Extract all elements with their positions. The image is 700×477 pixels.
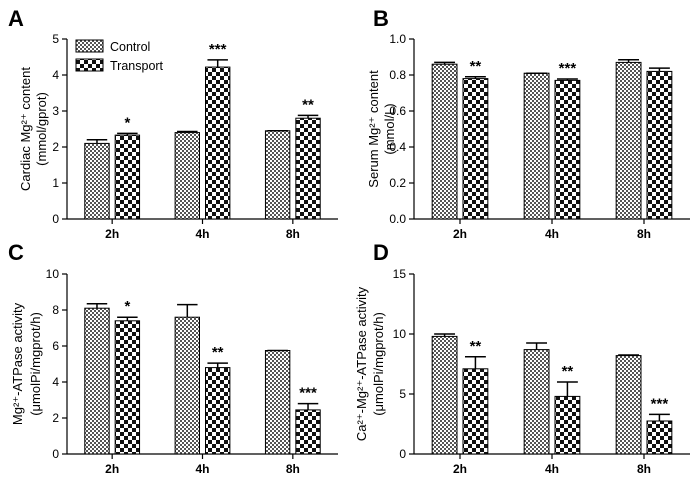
y-axis-unit-label: (μmolPi/mgprot/h) bbox=[371, 312, 386, 416]
x-tick-label: 2h bbox=[453, 462, 467, 476]
bar-control-2h bbox=[84, 142, 110, 220]
bar-transport-4h bbox=[554, 79, 581, 220]
x-tick-label: 8h bbox=[637, 227, 651, 241]
y-tick-label: 6 bbox=[52, 339, 59, 353]
significance-marker: ** bbox=[470, 58, 482, 75]
panel-a: A 0 1 2 3 4 5 Cardiac Mg²⁺ content (mmol/gprot) 2… bbox=[8, 6, 338, 241]
y-axis-label: Cardiac Mg²⁺ content bbox=[18, 67, 33, 191]
significance-marker: *** bbox=[209, 41, 227, 58]
y-tick-label: 10 bbox=[393, 327, 407, 341]
x-tick-label: 4h bbox=[545, 462, 559, 476]
significance-marker: ** bbox=[302, 96, 314, 113]
legend-label-transport: Transport bbox=[110, 59, 164, 73]
significance-marker: ** bbox=[212, 344, 224, 361]
bar-transport-4h bbox=[205, 367, 231, 455]
y-tick-label: 2 bbox=[52, 411, 59, 425]
bar-transport-4h bbox=[554, 395, 581, 455]
legend-swatch-transport bbox=[75, 58, 104, 72]
panel-letter: A bbox=[8, 6, 24, 31]
y-tick-label: 2 bbox=[52, 140, 59, 154]
y-tick-label: 1.0 bbox=[389, 32, 406, 46]
y-tick-label: 15 bbox=[393, 267, 407, 281]
x-tick-label: 4h bbox=[195, 227, 209, 241]
legend-label-control: Control bbox=[110, 40, 150, 54]
bar-control-8h bbox=[264, 130, 291, 220]
x-tick-label: 8h bbox=[286, 227, 300, 241]
y-tick-label: 4 bbox=[52, 68, 59, 82]
x-tick-label: 4h bbox=[195, 462, 209, 476]
y-tick-label: 1 bbox=[52, 176, 59, 190]
panel-b: B 0.0 0.2 0.4 0.6 0.8 1.0 Serum Mg²⁺ content (mm… bbox=[366, 6, 690, 241]
panel-letter: B bbox=[373, 6, 389, 31]
bar-control-4h bbox=[523, 349, 550, 455]
y-axis-label: Mg²⁺-ATPase activity bbox=[10, 302, 25, 425]
x-tick-label: 2h bbox=[105, 227, 119, 241]
panel-d: D 0 5 10 15 Ca²⁺-Mg²⁺-ATPase activity (μmolPi/… bbox=[354, 240, 690, 476]
significance-marker: ** bbox=[470, 338, 482, 355]
y-axis-label: Serum Mg²⁺ content bbox=[366, 70, 381, 188]
panel-letter: C bbox=[8, 240, 24, 265]
bar-transport-4h bbox=[205, 66, 231, 220]
y-tick-label: 0.6 bbox=[389, 104, 406, 118]
y-axis-unit-label: (mmol/gprot) bbox=[34, 92, 49, 166]
bar-transport-8h bbox=[295, 117, 321, 220]
bar-transport-2h bbox=[114, 320, 141, 455]
y-tick-label: 0.2 bbox=[389, 176, 406, 190]
bar-control-4h bbox=[174, 316, 200, 455]
bar-control-2h bbox=[431, 335, 458, 455]
bar-transport-2h bbox=[462, 368, 489, 455]
y-tick-label: 4 bbox=[52, 375, 59, 389]
bar-transport-2h bbox=[462, 78, 489, 220]
y-tick-label: 0.4 bbox=[389, 140, 406, 154]
significance-marker: *** bbox=[651, 395, 669, 412]
significance-marker: *** bbox=[299, 385, 317, 402]
y-tick-label: 0.8 bbox=[389, 68, 406, 82]
bar-control-2h bbox=[84, 307, 110, 455]
bar-control-8h bbox=[615, 61, 642, 220]
x-tick-label: 2h bbox=[105, 462, 119, 476]
bar-transport-8h bbox=[646, 70, 673, 220]
bar-control-4h bbox=[174, 132, 200, 220]
bar-control-8h bbox=[615, 355, 642, 455]
y-tick-label: 0 bbox=[52, 447, 59, 461]
y-tick-label: 10 bbox=[46, 267, 60, 281]
y-axis-unit-label: (μmolPi/mgprot/h) bbox=[28, 312, 43, 416]
x-tick-label: 4h bbox=[545, 227, 559, 241]
significance-marker: ** bbox=[562, 363, 574, 380]
legend: Control Transport bbox=[75, 39, 164, 73]
y-axis-unit-label: (mmol/L) bbox=[382, 103, 397, 154]
y-tick-label: 0 bbox=[52, 212, 59, 226]
bar-transport-8h bbox=[646, 420, 673, 455]
y-tick-label: 8 bbox=[52, 303, 59, 317]
significance-marker: *** bbox=[559, 60, 577, 77]
x-tick-label: 8h bbox=[637, 462, 651, 476]
panel-c: C 0 2 4 6 8 10 Mg²⁺-ATPase activity (μmolPi/mgpr… bbox=[8, 240, 338, 476]
significance-marker: * bbox=[124, 114, 130, 131]
bar-control-4h bbox=[523, 72, 550, 220]
x-tick-label: 8h bbox=[286, 462, 300, 476]
significance-marker: * bbox=[124, 298, 130, 315]
bar-transport-8h bbox=[295, 409, 321, 455]
bar-control-8h bbox=[264, 350, 291, 455]
panel-letter: D bbox=[373, 240, 389, 265]
legend-swatch-control bbox=[75, 39, 104, 53]
bar-transport-2h bbox=[114, 134, 141, 220]
y-tick-label: 5 bbox=[52, 32, 59, 46]
y-tick-label: 5 bbox=[399, 387, 406, 401]
x-tick-label: 2h bbox=[453, 227, 467, 241]
y-tick-label: 0.0 bbox=[389, 212, 406, 226]
y-axis-label: Ca²⁺-Mg²⁺-ATPase activity bbox=[354, 286, 369, 441]
bar-control-2h bbox=[431, 63, 458, 220]
y-tick-label: 3 bbox=[52, 104, 59, 118]
y-tick-label: 0 bbox=[399, 447, 406, 461]
